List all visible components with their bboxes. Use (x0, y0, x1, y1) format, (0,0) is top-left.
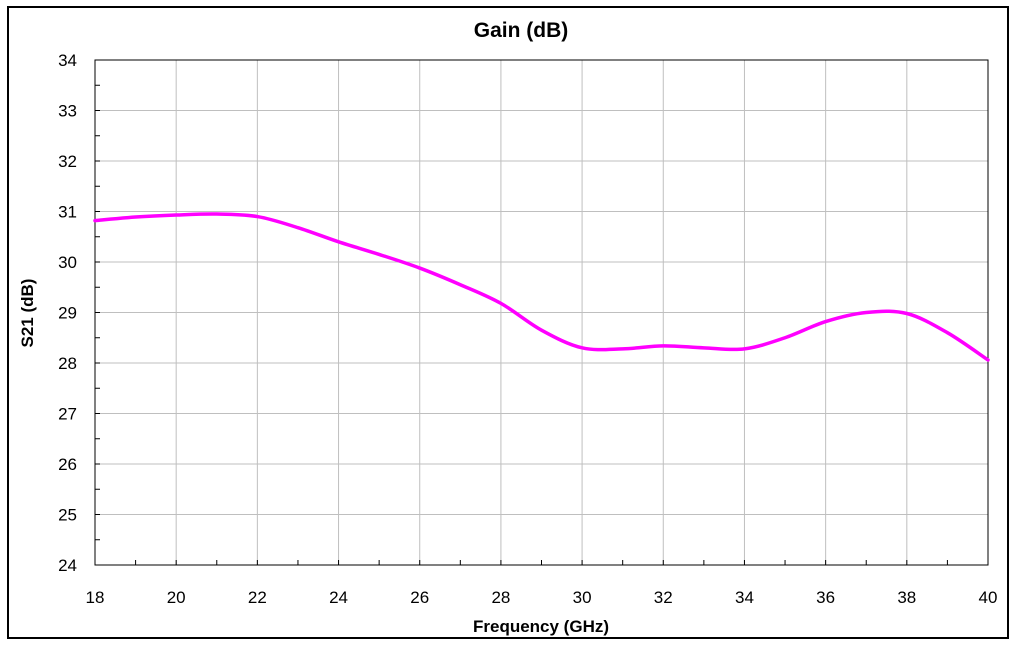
series-layer (93, 212, 990, 362)
minor-ticks (94, 59, 989, 566)
y-tick-labels: 24 25 26 27 28 29 30 31 32 33 34 (58, 51, 77, 575)
y-tick-label: 28 (58, 354, 77, 373)
y-tick-label: 33 (58, 102, 77, 121)
y-tick-label: 32 (58, 152, 77, 171)
y-tick-label: 26 (58, 455, 77, 474)
x-tick-label: 28 (491, 588, 510, 607)
x-tick-label: 26 (410, 588, 429, 607)
y-tick-label: 24 (58, 556, 77, 575)
x-tick-label: 30 (573, 588, 592, 607)
y-tick-label: 30 (58, 253, 77, 272)
x-tick-label: 18 (86, 588, 105, 607)
x-tick-label: 32 (654, 588, 673, 607)
x-tick-label: 36 (816, 588, 835, 607)
y-tick-label: 31 (58, 203, 77, 222)
y-tick-label: 25 (58, 506, 77, 525)
y-tick-label: 34 (58, 51, 77, 70)
x-tick-labels: 18 20 22 24 26 28 30 32 34 36 38 40 (86, 588, 998, 607)
x-tick-label: 22 (248, 588, 267, 607)
x-axis-label: Frequency (GHz) (473, 617, 609, 636)
y-axis-label: S21 (dB) (18, 279, 37, 348)
chart-title: Gain (dB) (474, 19, 569, 42)
x-tick-label: 24 (329, 588, 348, 607)
s21-series-line (93, 212, 990, 362)
x-tick-label: 20 (167, 588, 186, 607)
x-tick-label: 34 (735, 588, 754, 607)
y-tick-label: 27 (58, 405, 77, 424)
x-tick-label: 38 (897, 588, 916, 607)
y-tick-label: 29 (58, 304, 77, 323)
x-tick-label: 40 (979, 588, 998, 607)
grid (94, 59, 989, 566)
chart-frame (7, 6, 1009, 639)
